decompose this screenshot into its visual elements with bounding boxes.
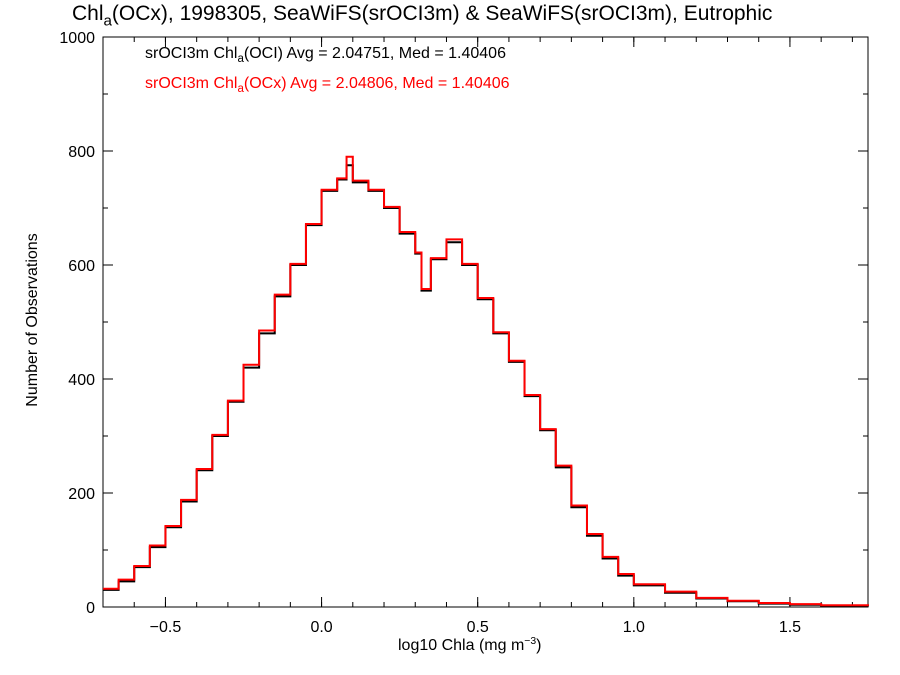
chart-title: Chla(OCx), 1998305, SeaWiFS(srOCI3m) & S… [72,2,773,30]
y-axis-label: Number of Observations [24,233,41,407]
x-tick-label: 1.5 [779,619,801,636]
tick-label-layer: −0.5 0.0 0.5 1.0 1.5 0 200 400 600 800 1000 [59,30,801,636]
y-tick-label: 0 [86,600,95,617]
legend-entry-series2: srOCI3m Chla(OCx) Avg = 2.04806, Med = 1… [145,75,510,96]
series-line-2 [103,155,869,607]
y-tick-label: 200 [68,486,95,503]
x-tick-label: −0.5 [150,619,182,636]
series-layer [103,155,869,607]
x-tick-label: 1.0 [623,619,645,636]
y-tick-label: 400 [68,372,95,389]
axes-layer [102,36,869,608]
y-tick-label: 800 [68,144,95,161]
y-tick-label: 1000 [59,30,95,47]
y-tick-label: 600 [68,258,95,275]
x-tick-label: 0.0 [310,619,332,636]
legend-entry-series1: srOCI3m Chla(OCI) Avg = 2.04751, Med = 1… [145,45,506,66]
series-line-1 [103,164,869,607]
x-axis-label: log10 Chla (mg m−3) [398,635,542,654]
plot-frame [102,36,869,608]
x-tick-label: 0.5 [467,619,489,636]
